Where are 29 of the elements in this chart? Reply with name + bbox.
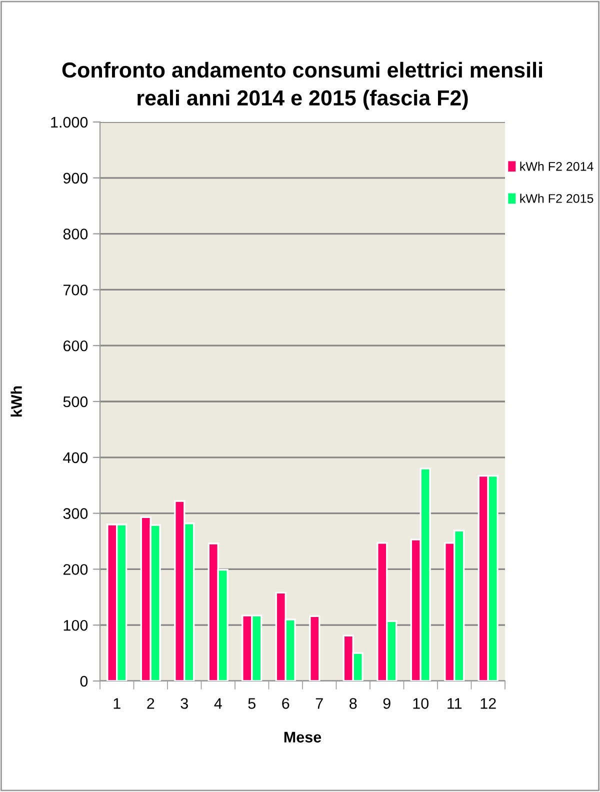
y-tick-label: 0 [80,676,88,687]
x-tick-label: 8 [350,698,357,709]
legend-label: kWh F2 2015 [520,194,594,203]
x-tick-label: 10 [413,698,429,709]
x-tick-label: 12 [480,698,496,709]
x-tick-label: 7 [316,698,323,709]
x-tick-label: 5 [248,698,256,709]
y-tick-label: 100 [64,620,88,631]
x-tick-label: 11 [448,698,462,709]
bar [309,615,320,681]
y-tick-label: 900 [63,172,88,184]
y-tick-label: 600 [63,340,88,352]
x-tick-label: 2 [147,698,154,709]
chart-title: Confronto andamento consumi elettrici mensili reali anni 2014 e 2015 (fascia F2) [62,62,542,110]
x-tick-label: 6 [282,698,290,709]
y-tick-label: 400 [63,452,88,464]
y-axis-title: kWh [10,386,22,417]
x-axis-title: Mese [284,732,322,743]
x-tick-label: 3 [180,698,188,709]
y-tick-label: 800 [63,228,88,240]
y-tick-label: 200 [63,564,88,575]
y-tick-label: 300 [63,508,88,519]
y-tick-label: 1.000 [51,116,88,128]
x-tick-label: 1 [114,698,120,709]
x-tick-label: 9 [383,698,390,709]
legend-label: kWh F2 2014 [520,162,594,171]
y-tick-label: 500 [63,396,88,408]
x-tick-label: 4 [214,698,222,709]
y-tick-label: 700 [63,284,88,296]
